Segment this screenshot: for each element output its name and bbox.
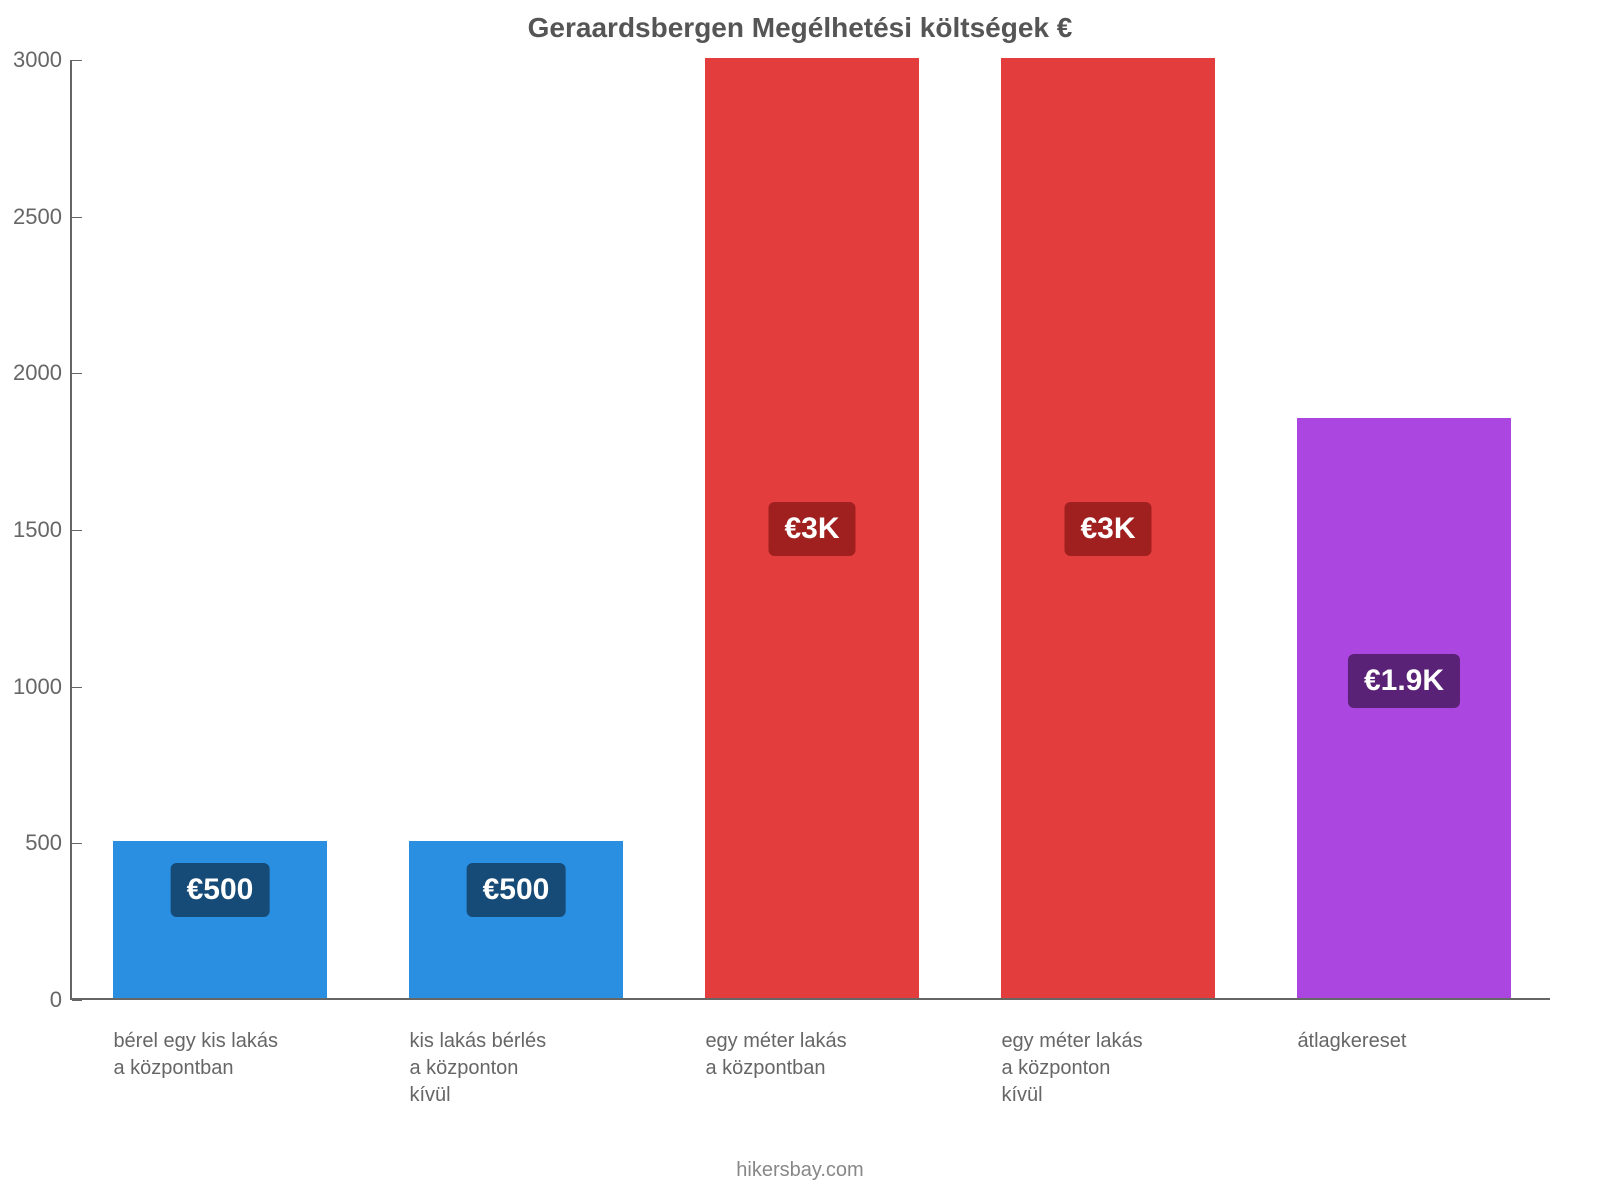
x-category-label: bérel egy kis lakás a központban [113,1028,326,1082]
bar: €3K [705,58,918,998]
chart-container: Geraardsbergen Megélhetési költségek € 0… [0,0,1600,1200]
bar-value-badge: €3K [1064,502,1151,556]
x-category-label: átlagkereset [1297,1028,1510,1055]
y-tick [72,217,82,218]
bar: €500 [113,841,326,998]
y-tick-label: 0 [50,987,72,1013]
y-tick [72,843,82,844]
bar: €3K [1001,58,1214,998]
y-tick-label: 1000 [13,674,72,700]
x-category-label: egy méter lakás a központon kívül [1001,1028,1214,1109]
y-tick-label: 3000 [13,47,72,73]
plot-area: 050010001500200025003000€500bérel egy ki… [70,60,1550,1000]
bar-value-badge: €500 [467,863,566,917]
chart-title: Geraardsbergen Megélhetési költségek € [0,12,1600,44]
bar-value-badge: €3K [768,502,855,556]
y-tick-label: 2500 [13,204,72,230]
footer-credit: hikersbay.com [0,1159,1600,1182]
x-category-label: egy méter lakás a központban [705,1028,918,1082]
y-tick [72,530,82,531]
y-tick-label: 500 [25,830,72,856]
y-tick [72,1000,82,1001]
x-category-label: kis lakás bérlés a központon kívül [409,1028,622,1109]
bar-value-badge: €500 [171,863,270,917]
y-tick-label: 2000 [13,360,72,386]
bar: €500 [409,841,622,998]
y-tick [72,60,82,61]
bar-value-badge: €1.9K [1348,654,1460,708]
y-tick [72,687,82,688]
bar: €1.9K [1297,418,1510,998]
y-tick [72,373,82,374]
y-tick-label: 1500 [13,517,72,543]
